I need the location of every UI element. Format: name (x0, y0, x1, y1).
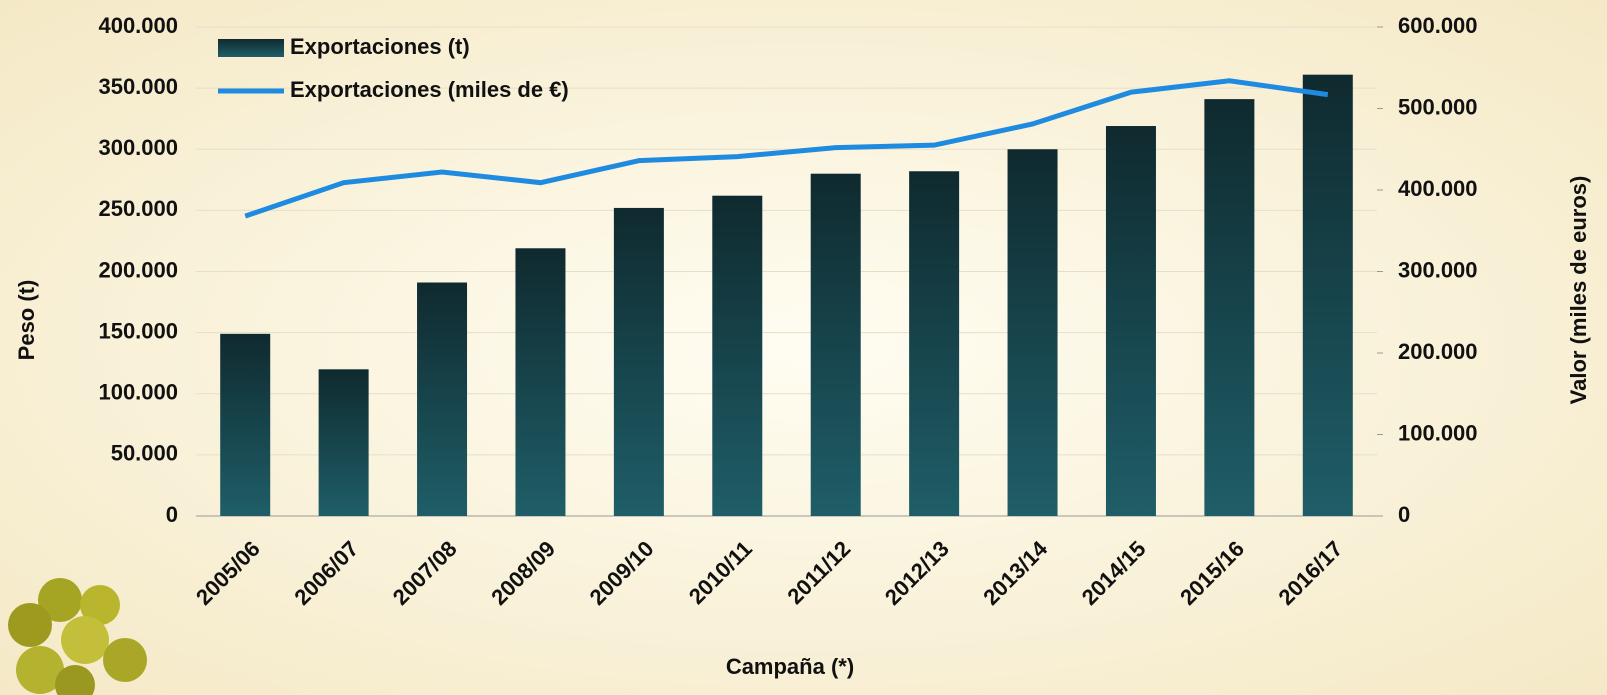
olives (8, 578, 147, 695)
bar (613, 207, 664, 516)
y2-tick-label: 300.000 (1398, 257, 1478, 282)
y2-tick-label: 0 (1398, 502, 1410, 527)
y-tick-label: 250.000 (98, 196, 178, 221)
y-tick-label: 0 (166, 502, 178, 527)
y-tick-label: 50.000 (111, 441, 178, 466)
bar (1204, 99, 1255, 516)
y-tick-label: 350.000 (98, 74, 178, 99)
bar (1007, 149, 1058, 516)
y2-axis-title: Valor (miles de euros) (1566, 176, 1591, 405)
bar (712, 195, 763, 516)
y2-tick-label: 100.000 (1398, 420, 1478, 445)
y-tick-label: 200.000 (98, 257, 178, 282)
bar (1105, 126, 1156, 517)
y2-tick-label: 200.000 (1398, 339, 1478, 364)
bar (810, 173, 861, 516)
y-tick-label: 300.000 (98, 135, 178, 160)
bar (220, 333, 271, 516)
legend-swatch (218, 39, 284, 57)
y2-tick-label: 500.000 (1398, 94, 1478, 119)
y-axis-title: Peso (t) (14, 280, 39, 361)
line (244, 78, 1329, 219)
bar (417, 282, 468, 516)
legend-label: Exportaciones (miles de €) (290, 77, 569, 102)
bar (909, 171, 960, 516)
bar (515, 248, 566, 516)
y-tick-label: 100.000 (98, 380, 178, 405)
y-tick-label: 400.000 (98, 13, 178, 38)
bar (318, 369, 369, 516)
legend-label: Exportaciones (t) (290, 34, 470, 59)
bar (1302, 74, 1353, 517)
y2-tick-label: 400.000 (1398, 176, 1478, 201)
y-tick-label: 150.000 (98, 318, 178, 343)
y2-tick-label: 600.000 (1398, 13, 1478, 38)
x-axis-title: Campaña (*) (726, 654, 854, 679)
